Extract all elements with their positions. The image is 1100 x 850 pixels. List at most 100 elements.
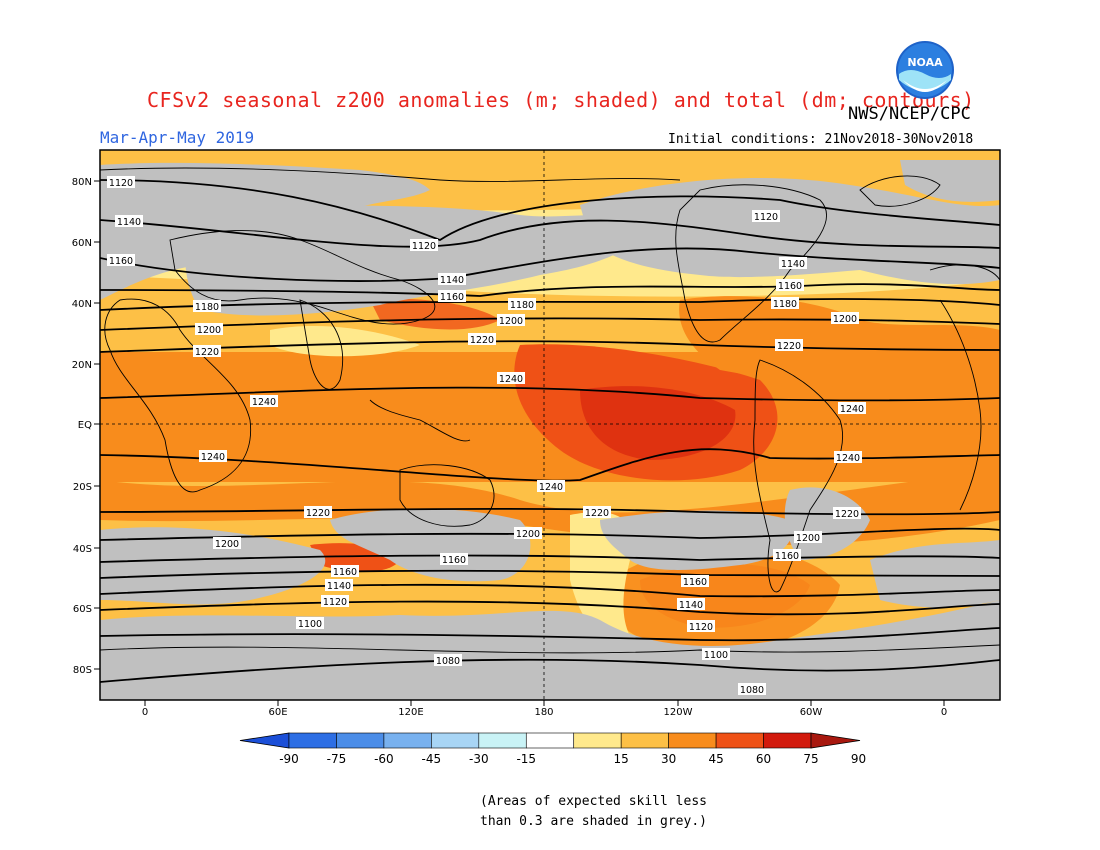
contour-label: 1080: [436, 656, 460, 667]
contour-label-bg: [195, 323, 223, 335]
colorbar-label: 90: [851, 752, 866, 766]
anomaly-east-asia: [370, 298, 500, 330]
season-label: Mar-Apr-May 2019: [100, 128, 255, 147]
colorbar-box: [431, 732, 480, 749]
contour-label: 1140: [327, 581, 351, 592]
contour-label-bg: [776, 279, 804, 291]
contour-label-bg: [583, 506, 611, 518]
footnote-line-1: (Areas of expected skill less: [480, 794, 707, 809]
contour-label-bg: [773, 549, 801, 561]
contour-label-bg: [296, 617, 324, 629]
contour-label: 1240: [539, 482, 563, 493]
coastlines: [100, 167, 1000, 654]
contour-label-bg: [831, 312, 859, 324]
contour-label-bg: [331, 565, 359, 577]
contour-label-bg: [199, 450, 227, 462]
contour-label: 1120: [109, 178, 133, 189]
colorbar-label: 45: [708, 752, 723, 766]
lon-label: 120W: [664, 707, 693, 718]
contour-label-bg: [702, 648, 730, 660]
contour-label: 1140: [679, 600, 703, 611]
lon-label: 0: [941, 707, 947, 718]
contour-label-bg: [321, 595, 349, 607]
contour-label: 1160: [683, 577, 707, 588]
colorbar-box: [620, 732, 669, 749]
colorbar-box: [478, 732, 527, 749]
contour-label: 1240: [836, 453, 860, 464]
contour-label-bg: [514, 527, 542, 539]
contour-label: 1200: [796, 533, 820, 544]
contour-label: 1100: [704, 650, 728, 661]
contour-label: 1140: [117, 217, 141, 228]
skill-footnote: (Areas of expected skill less than 0.3 a…: [480, 792, 707, 832]
colorbar-label: -15: [516, 752, 536, 766]
footnote-line-2: than 0.3 are shaded in grey.): [480, 814, 707, 829]
contour-label: 1140: [440, 275, 464, 286]
contour-lines: [100, 179, 1000, 683]
contour-label-bg: [434, 654, 462, 666]
contour-label-bg: [508, 298, 536, 310]
lat-label: 40N: [72, 299, 92, 310]
skill-mask-asia: [185, 200, 660, 316]
anomaly-nh-midlat: [270, 325, 420, 357]
contour-label: 1120: [412, 241, 436, 252]
contour-label-bg: [681, 575, 709, 587]
colorbar-box: [288, 732, 337, 749]
contour-labels: 1080108011001100112011201120112011201140…: [107, 176, 866, 696]
colorbar-box: [573, 732, 622, 749]
contour-label: 1200: [516, 529, 540, 540]
colorbar-box: [668, 732, 717, 749]
contour-label: 1200: [833, 314, 857, 325]
lon-label: 60E: [268, 707, 287, 718]
contour-label-bg: [250, 395, 278, 407]
contour-label-bg: [468, 333, 496, 345]
contour-label-bg: [107, 176, 135, 188]
contour-label-bg: [833, 507, 861, 519]
contour-label: 1140: [781, 259, 805, 270]
contour-label: 1200: [197, 325, 221, 336]
contour-label: 1220: [835, 509, 859, 520]
contour-label: 1180: [510, 300, 534, 311]
lon-label: 180: [534, 707, 553, 718]
contour-label-bg: [438, 290, 466, 302]
contour-label: 1220: [306, 508, 330, 519]
contour-label-bg: [838, 402, 866, 414]
contour-label-bg: [752, 210, 780, 222]
lat-label: 20S: [73, 482, 92, 493]
contour-label: 1080: [740, 685, 764, 696]
contour-label-bg: [410, 239, 438, 251]
contour-label: 1200: [499, 316, 523, 327]
lon-label: 60W: [800, 707, 823, 718]
contour-label: 1220: [195, 347, 219, 358]
contour-label: 1240: [201, 452, 225, 463]
contour-label-bg: [537, 480, 565, 492]
contour-label: 1180: [773, 299, 797, 310]
lat-label: 60N: [72, 238, 92, 249]
contour-label-bg: [771, 297, 799, 309]
colorbar-label: -90: [279, 752, 299, 766]
contour-label: 1220: [777, 341, 801, 352]
colorbar-box: [763, 732, 812, 749]
contour-label: 1160: [333, 567, 357, 578]
contour-label-bg: [325, 579, 353, 591]
skill-mask-australia-south: [330, 508, 531, 582]
contour-label-bg: [687, 620, 715, 632]
contour-label: 1160: [775, 551, 799, 562]
colorbar-high-arrow: [810, 732, 861, 749]
colorbar-label: -75: [327, 752, 347, 766]
colorbar-label: 15: [614, 752, 629, 766]
contour-label-bg: [738, 683, 766, 695]
contour-label: 1180: [195, 302, 219, 313]
contour-label-bg: [775, 339, 803, 351]
colorbar-box: [383, 732, 432, 749]
contour-label: 1120: [323, 597, 347, 608]
contour-label: 1200: [215, 539, 239, 550]
colorbar-label: 60: [756, 752, 771, 766]
colorbar-low-arrow: [239, 732, 290, 749]
colorbar-label: -60: [374, 752, 394, 766]
lat-label: 80S: [73, 665, 92, 676]
noaa-logo-icon: NOAA: [896, 41, 954, 99]
skill-mask-southern-ocean-west: [100, 527, 326, 605]
colorbar-box: [715, 732, 764, 749]
latitude-labels: 80N 60N 40N 20N EQ 20S 40S 60S 80S: [72, 177, 100, 676]
